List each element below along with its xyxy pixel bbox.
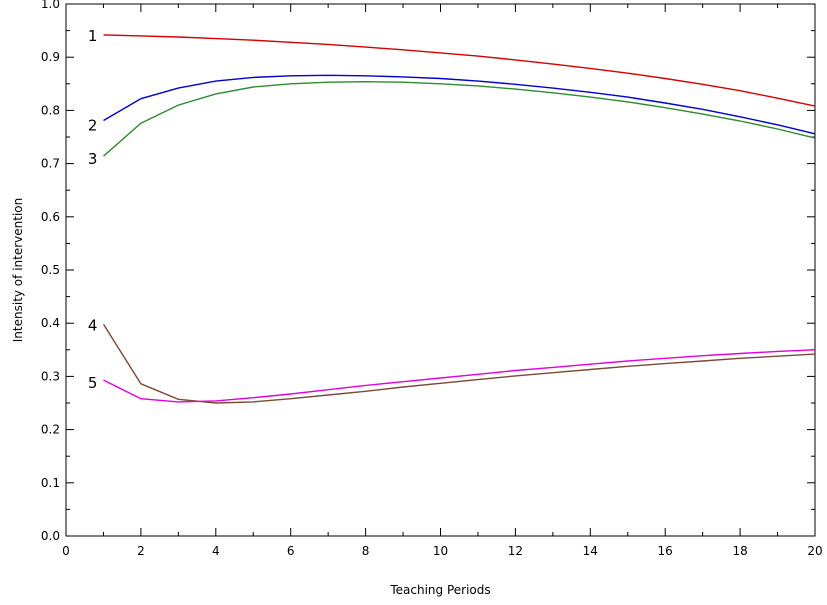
curve-label-5: 5 bbox=[88, 374, 98, 392]
x-tick-label: 16 bbox=[658, 544, 673, 558]
series-lines bbox=[102, 34, 816, 404]
y-tick-label: 0.6 bbox=[41, 210, 60, 224]
x-tick-label: 14 bbox=[583, 544, 598, 558]
y-axis-title: Intensity of intervention bbox=[11, 198, 25, 342]
y-tick-label: 1.0 bbox=[41, 0, 60, 11]
x-tick-label: 0 bbox=[62, 544, 70, 558]
x-tick-label: 4 bbox=[212, 544, 220, 558]
y-tick-label: 0.5 bbox=[41, 263, 60, 277]
y-axis-ticks: 0.0 0.1 0.2 0.3 0.4 0.5 0.6 0.7 0.8 0.9 1.0 bbox=[41, 0, 815, 543]
x-tick-label: 6 bbox=[287, 544, 295, 558]
curve-labels: 1 2 3 4 5 bbox=[88, 27, 98, 392]
x-tick-label: 20 bbox=[807, 544, 822, 558]
y-tick-label: 0.0 bbox=[41, 529, 60, 543]
series-line-2 bbox=[103, 74, 816, 135]
series-line-4 bbox=[102, 323, 816, 404]
x-tick-label: 12 bbox=[508, 544, 523, 558]
axes: 0 2 4 6 8 10 12 14 16 18 20 0.00.10.20.30.40.50.60… bbox=[41, 0, 823, 558]
x-tick-label: 2 bbox=[137, 544, 145, 558]
series-line-1 bbox=[103, 34, 816, 107]
series-line-5 bbox=[103, 349, 816, 403]
x-tick-label: 10 bbox=[433, 544, 448, 558]
series-line-3 bbox=[103, 80, 816, 157]
y-tick-label: 0.4 bbox=[41, 316, 60, 330]
y-tick-label: 0.8 bbox=[41, 103, 60, 117]
x-axis-ticks: 0 2 4 6 8 10 12 14 16 18 20 bbox=[62, 4, 823, 558]
x-tick-label: 8 bbox=[362, 544, 370, 558]
x-tick-label: 18 bbox=[732, 544, 747, 558]
y-tick-label: 0.7 bbox=[41, 157, 60, 171]
curve-label-3: 3 bbox=[88, 150, 98, 168]
y-tick-label: 0.1 bbox=[41, 476, 60, 490]
y-tick-label: 0.9 bbox=[41, 50, 60, 64]
curve-label-1: 1 bbox=[88, 27, 98, 45]
y-tick-label: 0.2 bbox=[41, 423, 60, 437]
curve-label-2: 2 bbox=[88, 117, 98, 135]
x-axis-title: Teaching Periods bbox=[389, 583, 490, 597]
y-tick-label: 0.3 bbox=[41, 369, 60, 383]
curve-label-4: 4 bbox=[88, 316, 98, 334]
